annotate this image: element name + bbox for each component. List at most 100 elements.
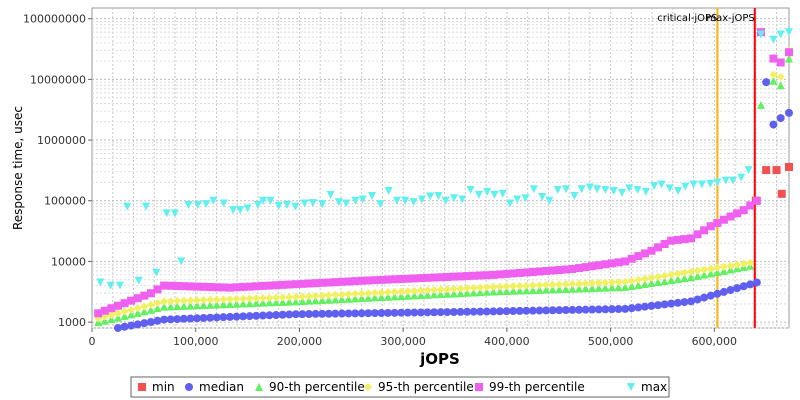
data-point (456, 307, 465, 316)
data-point (364, 309, 373, 318)
data-point (689, 180, 698, 189)
data-point (245, 294, 254, 303)
grid (92, 8, 789, 329)
data-point (489, 270, 498, 279)
data-point (601, 278, 610, 287)
data-point (490, 190, 499, 199)
data-point (785, 48, 793, 57)
data-point (744, 166, 753, 175)
data-point (107, 311, 116, 320)
data-point (640, 280, 649, 289)
data-point (377, 288, 386, 297)
data-point (776, 72, 785, 81)
data-point (410, 291, 419, 300)
data-point (463, 307, 472, 316)
data-point (397, 308, 406, 317)
data-point (403, 291, 412, 300)
data-point (495, 270, 504, 279)
data-point (667, 270, 676, 279)
data-point (502, 307, 511, 316)
data-point (96, 278, 105, 287)
data-point (403, 308, 412, 317)
data-point (588, 262, 597, 271)
data-point (113, 301, 122, 310)
data-point (562, 185, 571, 194)
data-point (713, 289, 722, 298)
y-axis: 1000 10000 100000 1000000 10000000 100000000 (23, 13, 92, 329)
data-point (229, 206, 238, 215)
data-point (515, 268, 524, 277)
data-point (258, 294, 267, 303)
data-point (384, 308, 393, 317)
data-point (291, 202, 300, 211)
data-point (324, 291, 333, 300)
data-point (416, 286, 425, 295)
data-point (548, 285, 557, 294)
data-point (785, 162, 793, 171)
data-point (252, 298, 261, 307)
data-marks (94, 28, 793, 332)
data-point (483, 187, 492, 196)
data-point (436, 285, 445, 294)
data-point (660, 240, 669, 249)
data-point (436, 308, 445, 317)
data-point (236, 206, 245, 215)
data-point (253, 201, 262, 210)
data-point (436, 290, 445, 299)
data-point (594, 278, 603, 287)
data-point (357, 276, 366, 285)
data-point (364, 293, 373, 302)
data-point (291, 280, 300, 289)
data-point (430, 290, 439, 299)
data-point (466, 186, 475, 195)
legend-label: 90-th percentile (269, 380, 365, 394)
data-point (153, 285, 162, 294)
data-point (568, 305, 577, 314)
data-point (344, 309, 353, 318)
data-point (535, 306, 544, 315)
data-point (430, 273, 439, 282)
data-point (509, 282, 518, 291)
data-point (311, 291, 320, 300)
data-point (621, 257, 630, 266)
data-point (239, 294, 248, 303)
legend-box (130, 376, 670, 398)
data-point (258, 298, 267, 307)
data-point (647, 273, 656, 282)
data-point (449, 272, 458, 281)
data-point (304, 279, 313, 288)
data-point (100, 306, 109, 315)
data-point (469, 271, 478, 280)
data-point (265, 311, 274, 320)
data-point (756, 100, 765, 109)
data-point (535, 285, 544, 294)
legend-label: median (199, 380, 244, 394)
data-point (776, 58, 785, 67)
data-point (762, 78, 771, 87)
data-point (769, 54, 778, 63)
data-point (318, 200, 327, 209)
data-point (173, 302, 182, 311)
data-point (647, 246, 656, 255)
data-point (522, 286, 531, 295)
data-point (311, 309, 320, 318)
data-point (272, 281, 281, 290)
data-point (686, 273, 695, 282)
data-point (756, 30, 765, 39)
data-point (342, 199, 351, 208)
data-point (581, 305, 590, 314)
data-point (548, 306, 557, 315)
data-point (368, 191, 377, 200)
data-point (392, 196, 401, 205)
data-point (726, 261, 735, 270)
data-point (177, 257, 186, 266)
data-point (416, 308, 425, 317)
data-point (245, 282, 254, 291)
data-point (568, 284, 577, 293)
x-tick-label: 400,000 (484, 335, 530, 348)
data-point (212, 295, 221, 304)
data-point (134, 276, 143, 285)
data-point (746, 258, 755, 267)
data-point (680, 268, 689, 277)
